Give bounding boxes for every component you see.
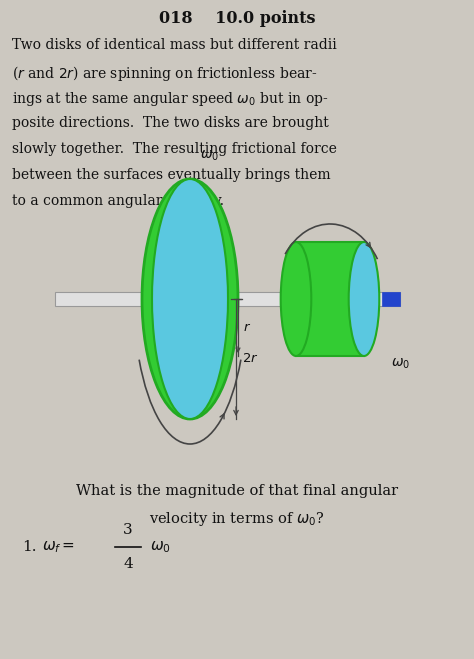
- Ellipse shape: [142, 179, 238, 419]
- Text: $\omega_0$: $\omega_0$: [150, 539, 171, 555]
- Text: 3: 3: [123, 523, 133, 537]
- Text: slowly together.  The resulting frictional force: slowly together. The resulting frictiona…: [12, 142, 337, 156]
- Text: $\omega_f =$: $\omega_f =$: [42, 539, 75, 555]
- Text: posite directions.  The two disks are brought: posite directions. The two disks are bro…: [12, 116, 329, 130]
- Text: 4: 4: [123, 557, 133, 571]
- Text: Two disks of identical mass but different radii: Two disks of identical mass but differen…: [12, 38, 337, 52]
- Text: 018    10.0 points: 018 10.0 points: [159, 10, 315, 27]
- Text: to a common angular velocity.: to a common angular velocity.: [12, 194, 224, 208]
- Text: velocity in terms of $\omega_0$?: velocity in terms of $\omega_0$?: [149, 510, 325, 528]
- Text: $2r$: $2r$: [242, 353, 259, 366]
- Ellipse shape: [281, 242, 311, 356]
- Text: between the surfaces eventually brings them: between the surfaces eventually brings t…: [12, 168, 331, 182]
- FancyBboxPatch shape: [382, 292, 400, 306]
- Text: $\omega_0$: $\omega_0$: [391, 357, 410, 371]
- Text: What is the magnitude of that final angular: What is the magnitude of that final angu…: [76, 484, 398, 498]
- Text: ($r$ and $2r$) are spinning on frictionless bear-: ($r$ and $2r$) are spinning on frictionl…: [12, 64, 317, 83]
- Text: $r$: $r$: [243, 321, 251, 334]
- Ellipse shape: [349, 242, 379, 356]
- Text: 1.: 1.: [22, 540, 36, 554]
- Ellipse shape: [152, 179, 228, 419]
- Text: $\omega_0$: $\omega_0$: [200, 149, 219, 163]
- Text: ings at the same angular speed $\omega_0$ but in op-: ings at the same angular speed $\omega_0…: [12, 90, 328, 108]
- FancyBboxPatch shape: [55, 292, 400, 306]
- FancyBboxPatch shape: [296, 242, 364, 356]
